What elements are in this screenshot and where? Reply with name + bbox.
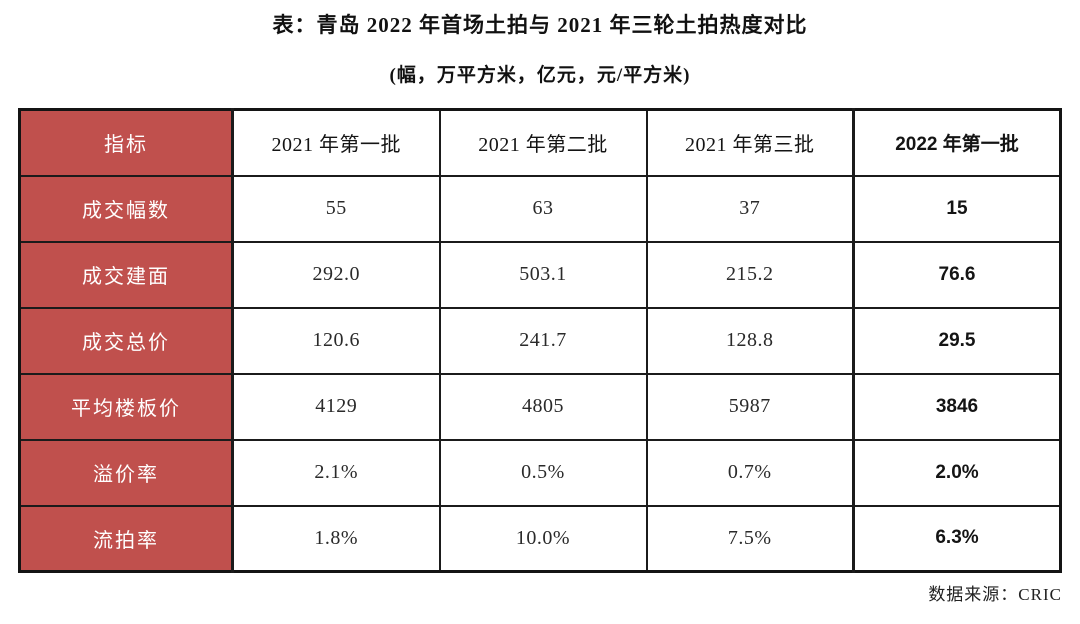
value-cell: 2.1% — [231, 438, 441, 507]
column-header-2021-batch1: 2021 年第一批 — [231, 108, 441, 177]
table-units-subtitle: (幅，万平方米，亿元，元/平方米) — [389, 65, 691, 86]
value-cell: 4805 — [438, 372, 648, 441]
value-cell: 5987 — [645, 372, 855, 441]
land-auction-table: 指标 2021 年第一批 2021 年第二批 2021 年第三批 2022 年第… — [18, 108, 1062, 573]
row-label-cell: 流拍率 — [18, 504, 234, 573]
value-cell-highlight: 76.6 — [852, 240, 1062, 309]
column-header-2021-batch3: 2021 年第三批 — [645, 108, 855, 177]
value-cell: 55 — [231, 174, 441, 243]
value-cell: 120.6 — [231, 306, 441, 375]
value-cell-highlight: 2.0% — [852, 438, 1062, 507]
data-source-note: 数据来源：CRIC — [928, 585, 1062, 604]
value-cell: 63 — [438, 174, 648, 243]
column-header-2021-batch2: 2021 年第二批 — [438, 108, 648, 177]
value-cell: 128.8 — [645, 306, 855, 375]
corner-header-cell: 指标 — [18, 108, 234, 177]
table-row-deal-total-price: 成交总价 120.6 241.7 128.8 29.5 — [18, 306, 1062, 375]
table-title: 表：青岛 2022 年首场土拍与 2021 年三轮土拍热度对比 — [272, 13, 808, 37]
value-cell: 4129 — [231, 372, 441, 441]
table-row-deal-area: 成交建面 292.0 503.1 215.2 76.6 — [18, 240, 1062, 309]
value-cell-highlight: 3846 — [852, 372, 1062, 441]
value-cell: 10.0% — [438, 504, 648, 573]
value-cell: 1.8% — [231, 504, 441, 573]
value-cell: 0.5% — [438, 438, 648, 507]
table-row-avg-floor-price: 平均楼板价 4129 4805 5987 3846 — [18, 372, 1062, 441]
value-cell: 241.7 — [438, 306, 648, 375]
value-cell: 292.0 — [231, 240, 441, 309]
table-row-deal-count: 成交幅数 55 63 37 15 — [18, 174, 1062, 243]
value-cell: 7.5% — [645, 504, 855, 573]
row-label-cell: 平均楼板价 — [18, 372, 234, 441]
value-cell: 37 — [645, 174, 855, 243]
row-label-cell: 溢价率 — [18, 438, 234, 507]
value-cell: 0.7% — [645, 438, 855, 507]
column-header-2022-batch1: 2022 年第一批 — [852, 108, 1062, 177]
table-row-failure-rate: 流拍率 1.8% 10.0% 7.5% 6.3% — [18, 504, 1062, 573]
header-row: 指标 2021 年第一批 2021 年第二批 2021 年第三批 2022 年第… — [18, 108, 1062, 177]
row-label-cell: 成交总价 — [18, 306, 234, 375]
row-label-cell: 成交幅数 — [18, 174, 234, 243]
value-cell: 503.1 — [438, 240, 648, 309]
value-cell-highlight: 29.5 — [852, 306, 1062, 375]
value-cell: 215.2 — [645, 240, 855, 309]
value-cell-highlight: 15 — [852, 174, 1062, 243]
value-cell-highlight: 6.3% — [852, 504, 1062, 573]
table-row-premium-rate: 溢价率 2.1% 0.5% 0.7% 2.0% — [18, 438, 1062, 507]
row-label-cell: 成交建面 — [18, 240, 234, 309]
